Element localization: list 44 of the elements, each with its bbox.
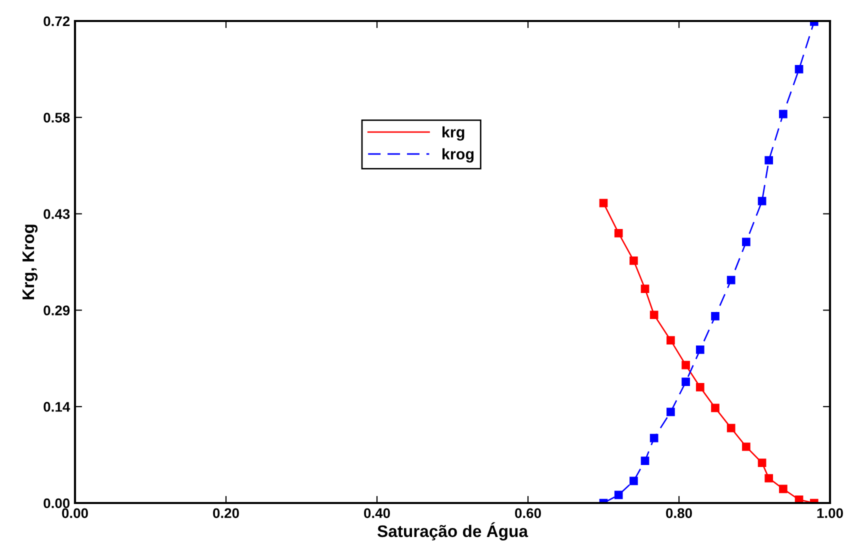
point — [711, 312, 720, 320]
y-tick-label: 0.14 — [44, 402, 70, 412]
y-tick-label: 0.72 — [44, 16, 70, 26]
point — [779, 484, 788, 494]
y-tick-label: 0.43 — [44, 209, 70, 219]
point — [640, 456, 650, 465]
x-tick-label: 0.80 — [666, 508, 692, 518]
point — [614, 229, 623, 238]
point — [764, 156, 774, 164]
point — [682, 378, 690, 386]
point — [764, 474, 774, 482]
y-tick-label: 0.00 — [44, 498, 70, 508]
legend-label: krog — [442, 148, 474, 163]
y-axis-title: Krg, Krog — [22, 224, 38, 300]
legend-label: krg — [442, 126, 464, 141]
point — [779, 110, 788, 118]
point — [682, 360, 690, 370]
point — [640, 284, 650, 293]
point — [666, 408, 675, 416]
x-tick-label: 0.20 — [213, 508, 239, 518]
point — [794, 65, 804, 74]
point — [650, 434, 658, 442]
x-tick-label: 0.00 — [62, 508, 88, 518]
x-tick-label: 0.40 — [364, 508, 390, 518]
y-tick-label: 0.29 — [44, 306, 70, 316]
x-tick-label: 1.00 — [817, 508, 843, 518]
point — [696, 346, 704, 354]
point — [742, 238, 750, 246]
point — [614, 490, 623, 500]
point — [742, 442, 750, 451]
point — [726, 424, 736, 432]
point — [696, 383, 704, 392]
point — [630, 256, 638, 265]
point — [666, 336, 675, 344]
y-tick-label: 0.58 — [44, 112, 70, 123]
point — [758, 196, 766, 206]
x-tick-label: 0.60 — [515, 508, 541, 518]
point — [650, 310, 658, 320]
point — [711, 404, 720, 412]
point — [758, 458, 766, 467]
point — [630, 476, 638, 486]
point — [599, 198, 608, 208]
point — [726, 276, 736, 284]
x-axis-title: Saturação de Água — [378, 522, 528, 540]
